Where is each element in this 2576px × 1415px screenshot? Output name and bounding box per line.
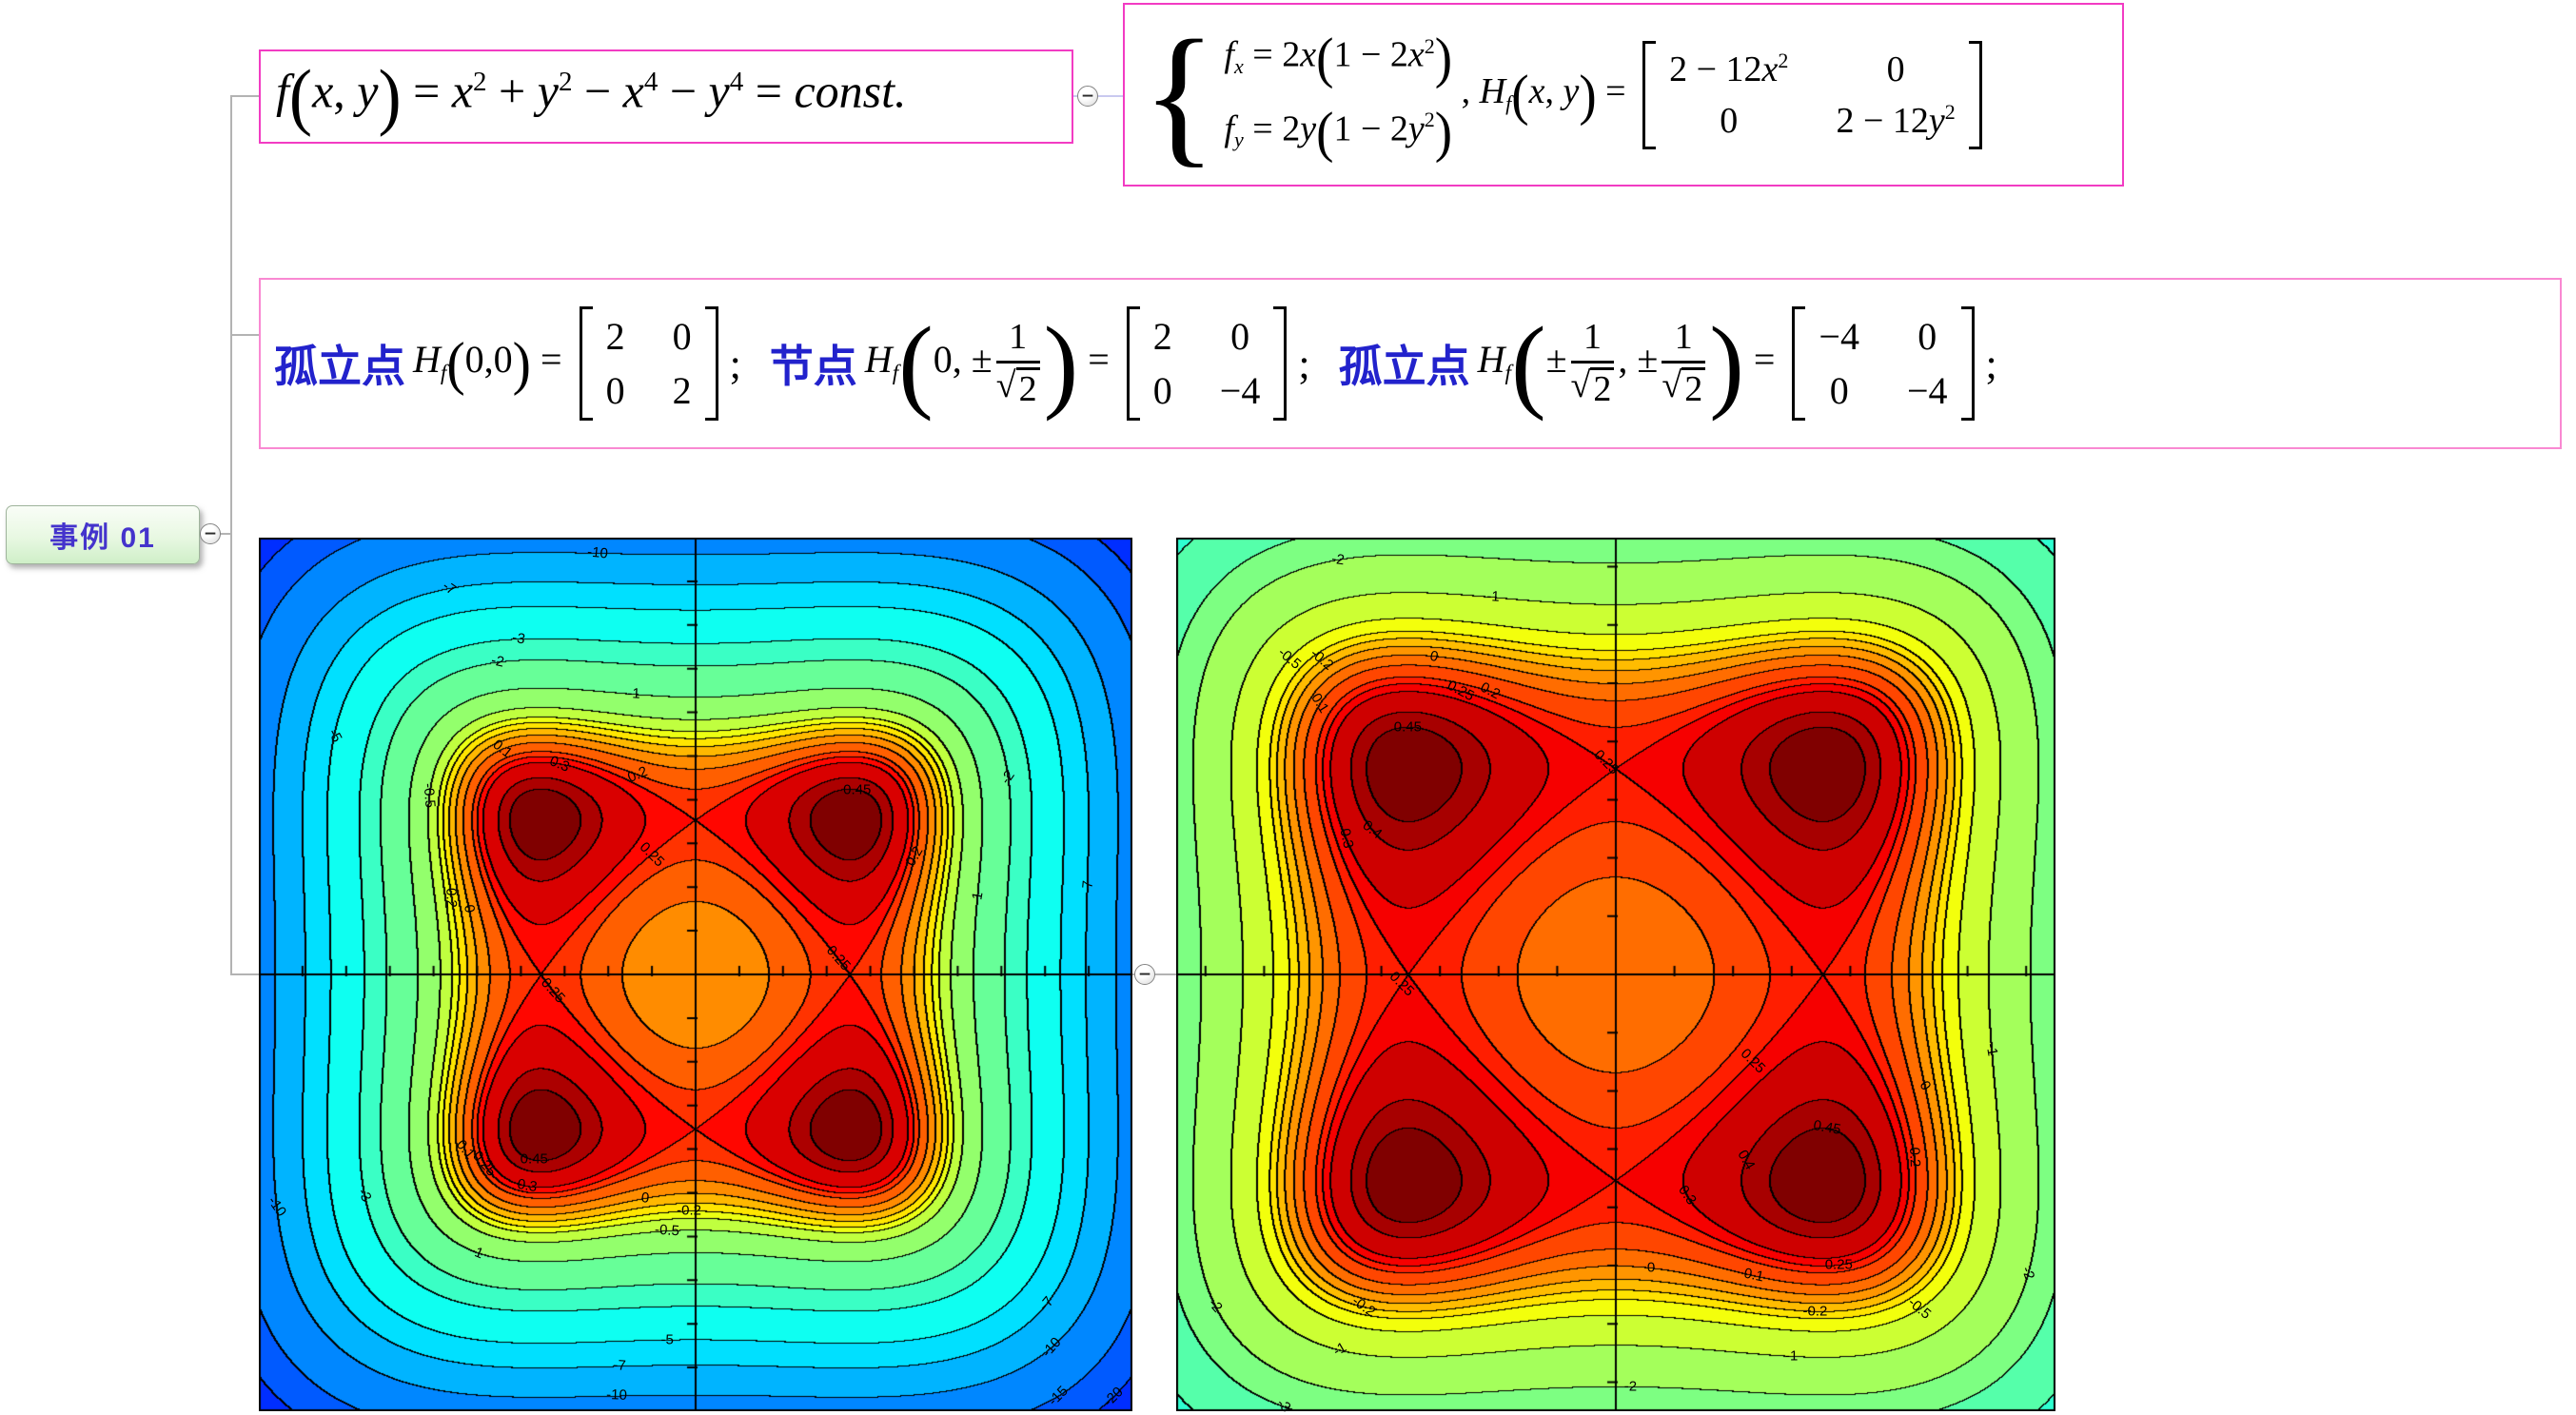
connector-stub-formula: [230, 95, 259, 97]
function-formula: f(x, y) = x2 + y2 − x4 − y4 = const.: [276, 53, 907, 138]
root-node-case-01[interactable]: 事例 01: [6, 505, 200, 564]
statement-isolated-maxima: 孤立点 Hf(± 1 √ 2, ±1 √ 2) = −4 0 0 −4 ;: [1339, 306, 1997, 421]
separator: ;: [729, 340, 741, 387]
separator: ;: [1298, 340, 1310, 387]
function-definition-box[interactable]: f(x, y) = x2 + y2 − x4 − y4 = const.: [259, 49, 1073, 144]
root-node-label: 事例 01: [49, 522, 156, 554]
collapse-button-root[interactable]: −: [200, 523, 221, 544]
minus-icon: −: [1137, 964, 1152, 984]
contour-plot-left[interactable]: -10 -7 -5 -3 -2 -1 -0.5 -0.2 0 0.1 0.3 0.2 0.25 0.25 0…: [259, 538, 1132, 1411]
connector-formula-derivatives: [1073, 95, 1123, 97]
connector-trunk: [230, 95, 232, 975]
minus-icon: −: [203, 523, 218, 543]
connector-stub-plot: [230, 973, 259, 975]
collapse-button-formula[interactable]: −: [1077, 86, 1098, 107]
derivatives-hessian-box[interactable]: {fx = 2x(1 − 2x2) fy = 2y(1 − 2y2) , Hf(x…: [1123, 3, 2124, 187]
separator: ;: [1985, 340, 1997, 387]
contour-canvas-right: [1176, 538, 2055, 1411]
label-isolated-point: 孤立点: [274, 342, 405, 391]
minus-icon: −: [1080, 86, 1095, 106]
hessian-at-maxima: Hf(± 1 √ 2, ±1 √ 2) = −4 0 0 −4: [1478, 306, 1982, 421]
contour-plot-right[interactable]: -2 -1 -0.5 -0.2 0 0.25 0.2 0.1 0.3 0.4 0.45 0.25 0.2…: [1176, 538, 2055, 1415]
connector-stub-statement: [230, 334, 259, 336]
derivatives-formula: {fx = 2x(1 − 2x2) fy = 2y(1 − 2y2) , Hf(x…: [1142, 17, 1990, 172]
collapse-button-plot[interactable]: −: [1134, 964, 1155, 985]
contour-canvas-left: [259, 538, 1132, 1411]
label-node-point: 节点: [769, 342, 857, 391]
statement-saddle-nodes: 节点 Hf(0, ±1 √ 2) = 2 0 0 −4 ;: [770, 306, 1310, 421]
label-isolated-point: 孤立点: [1338, 342, 1470, 391]
hessian-at-saddles: Hf(0, ±1 √ 2) = 2 0 0 −4: [865, 306, 1295, 421]
